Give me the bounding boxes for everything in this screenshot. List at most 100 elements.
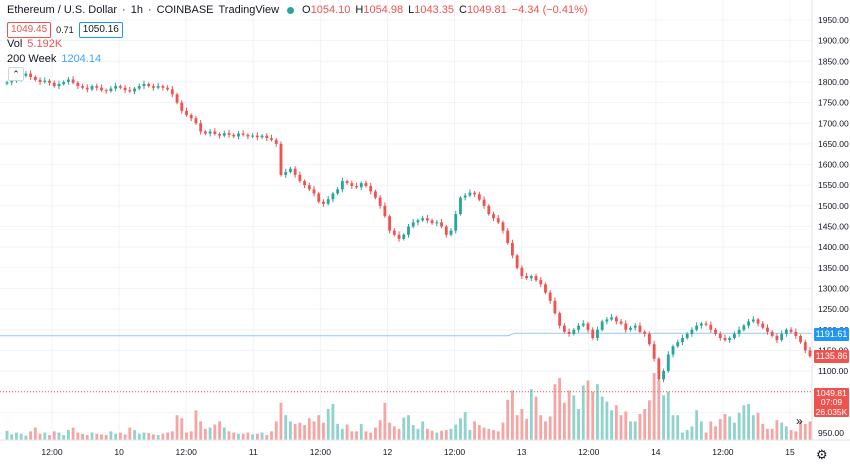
volume-bar — [780, 422, 784, 440]
candle-body — [605, 319, 609, 322]
volume-bar — [194, 410, 198, 440]
price-tick-label: 1850.00 — [818, 56, 849, 66]
candle-body — [506, 230, 510, 244]
gear-icon[interactable]: ⚙ — [816, 447, 828, 462]
candle-body — [66, 79, 70, 82]
candle-body — [227, 133, 231, 135]
scroll-right-icon[interactable]: » — [796, 414, 803, 428]
ma-price-tag: 1191.61 — [814, 328, 849, 341]
candle-body — [766, 327, 769, 332]
candle-body — [402, 234, 406, 239]
candle-body — [322, 201, 325, 204]
volume-bar — [718, 418, 722, 440]
volume-bar — [449, 428, 453, 440]
volume-bar — [345, 424, 349, 440]
candle-body — [695, 325, 699, 330]
volume-legend[interactable]: Vol 5.192K — [7, 38, 62, 50]
volume-bar — [690, 426, 694, 440]
candle-body — [803, 342, 807, 351]
candle-body — [213, 131, 217, 134]
volume-bar — [364, 431, 368, 440]
volume-tag: 26.035K — [815, 406, 848, 417]
volume-bar — [317, 415, 321, 440]
volume-bar — [118, 432, 122, 440]
volume-bar — [784, 426, 788, 440]
candle-body — [534, 276, 538, 281]
volume-bar — [496, 431, 500, 440]
volume-bar — [336, 423, 340, 440]
provider: TradingView — [218, 4, 280, 16]
volume-bar — [227, 431, 231, 440]
candle-body — [482, 199, 486, 206]
candle-body — [473, 192, 477, 195]
volume-bar — [440, 430, 443, 440]
volume-bar — [142, 432, 146, 440]
volume-bar — [586, 380, 590, 440]
volume-bar — [652, 373, 656, 440]
candle-body — [194, 118, 198, 124]
candle-body — [747, 321, 751, 326]
candle-body — [123, 87, 127, 91]
volume-bar — [76, 432, 80, 440]
volume-bar — [614, 405, 618, 440]
volume-bar — [506, 399, 510, 440]
candle-body — [104, 90, 108, 92]
candle-body — [114, 86, 118, 89]
volume-bar — [770, 428, 774, 440]
volume-bar — [548, 416, 552, 440]
volume-bar — [322, 422, 325, 440]
volume-bar — [808, 421, 812, 440]
volume-bar — [473, 421, 477, 440]
ma-legend[interactable]: 200 Week 1204.14 — [7, 53, 101, 65]
chevron-up-icon[interactable]: ⌃ — [8, 67, 24, 81]
price-axis: 1950.00 1900.00 1850.00 1800.00 1750.00 1700.… — [818, 15, 849, 438]
volume-bar — [737, 412, 741, 440]
volume-bar — [671, 415, 675, 440]
volume-bar — [425, 428, 429, 440]
candle-body — [336, 189, 340, 194]
volume-bar — [501, 422, 505, 440]
candle-body — [208, 131, 212, 134]
volume-bar — [520, 409, 524, 440]
candle-body — [161, 86, 165, 88]
interval[interactable]: 1h — [130, 4, 143, 16]
candle-body — [355, 186, 358, 188]
candle-body — [232, 134, 236, 137]
volume-bar — [676, 415, 680, 440]
volume-bar — [666, 391, 670, 440]
candle-body — [567, 331, 571, 334]
candle-body — [647, 333, 651, 345]
symbol-name[interactable]: Ethereum / U.S. Dollar — [7, 4, 118, 16]
header-legend: Ethereum / U.S. Dollar · 1h · COINBASE T… — [7, 4, 588, 16]
sell-button[interactable]: 1049.45 — [7, 22, 52, 38]
candle-body — [614, 317, 618, 322]
volume-bar — [114, 433, 118, 440]
candle-body — [714, 329, 717, 334]
candle-body — [529, 276, 533, 279]
volume-bar — [487, 428, 491, 440]
candle-body — [199, 123, 203, 132]
volume-bar — [85, 435, 89, 440]
buy-button[interactable]: 1050.16 — [78, 22, 123, 38]
candle-body — [544, 284, 547, 293]
volume-bar — [104, 435, 108, 440]
level-price-tag: 1135.86 — [814, 350, 849, 363]
candle-body — [288, 168, 292, 172]
candle-body — [548, 292, 552, 301]
volume-bar — [350, 431, 354, 440]
candle-body — [152, 86, 155, 88]
volume-bar — [558, 378, 562, 440]
candle-body — [681, 338, 684, 343]
candle-body — [76, 82, 80, 87]
price-tick-label: 1700.00 — [818, 118, 849, 128]
countdown: 07:09 — [820, 397, 843, 408]
candle-body — [591, 329, 595, 339]
candle-body — [189, 114, 193, 119]
price-tick-label: 1350.00 — [818, 263, 849, 273]
ohlc-open: O1054.10 — [302, 4, 351, 16]
candle-body — [629, 327, 632, 330]
volume-bar — [251, 434, 255, 440]
volume-bar — [402, 417, 406, 440]
candle-body — [638, 325, 642, 332]
